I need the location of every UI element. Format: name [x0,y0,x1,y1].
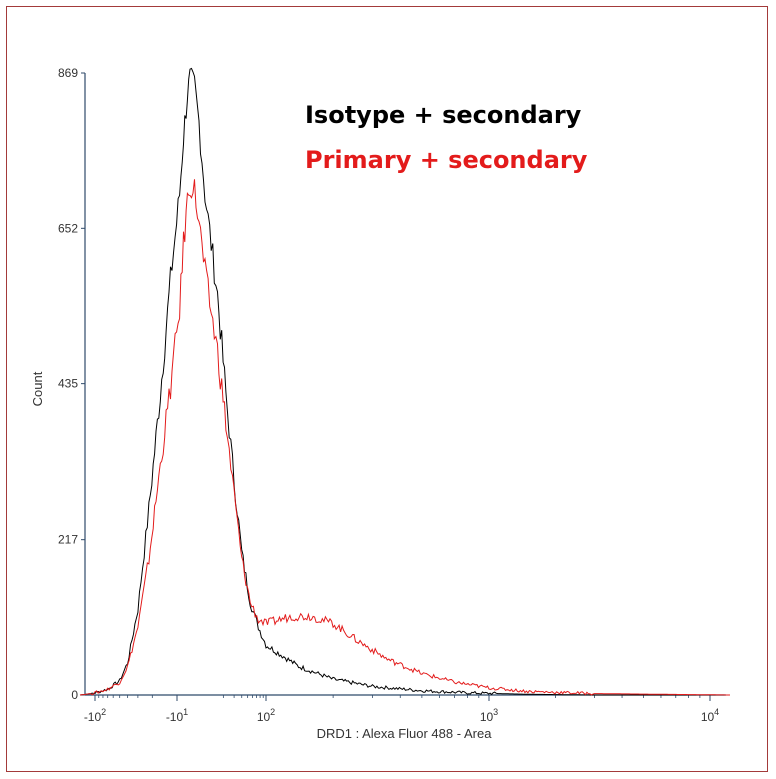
axes: 0 217 435 652 869 -102 -101 102 103 104 [58,66,726,724]
series-line-primary [79,179,730,696]
chart-frame: 0 217 435 652 869 -102 -101 102 103 104 Count DRD… [6,6,768,772]
legend-isotype-secondary: Isotype + secondary [305,101,582,129]
series-line-isotype [79,67,730,696]
y-tick-label: 435 [58,377,78,391]
y-tick-label: 217 [58,533,78,547]
x-tick-label: 104 [701,707,719,724]
y-tick-label: 652 [58,221,78,235]
x-axis-label: DRD1 : Alexa Fluor 488 - Area [317,726,493,741]
y-axis-label: Count [30,371,45,406]
x-tick-label: -101 [166,707,188,724]
legend-primary-secondary: Primary + secondary [305,146,588,174]
y-tick-label: 0 [71,688,78,702]
x-tick-label: 102 [257,707,275,724]
histogram-plot: 0 217 435 652 869 -102 -101 102 103 104 Count DRD… [30,66,730,741]
x-tick-label: -102 [84,707,106,724]
series-layer [79,67,730,696]
y-tick-label: 869 [58,66,78,80]
x-tick-label: 103 [480,707,498,724]
